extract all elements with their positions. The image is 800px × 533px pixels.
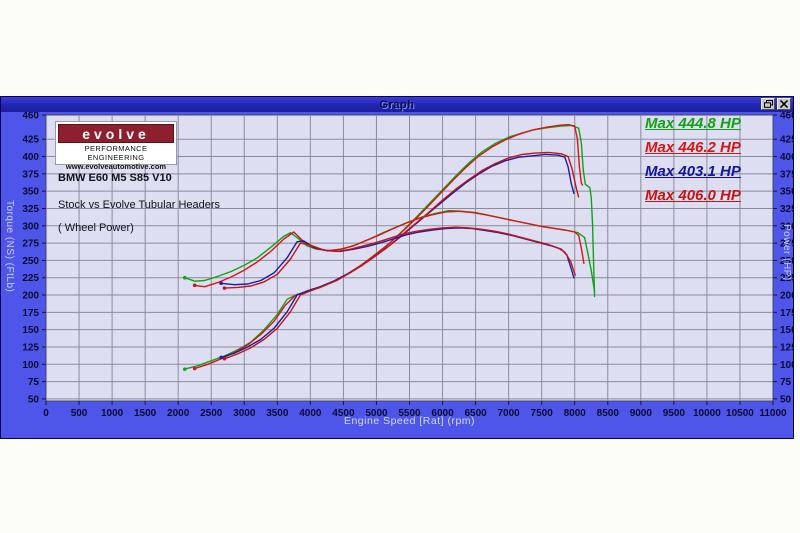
window-title: Graph <box>379 98 415 111</box>
svg-text:75: 75 <box>780 377 792 388</box>
svg-text:10500: 10500 <box>726 408 754 419</box>
svg-text:8500: 8500 <box>597 408 620 419</box>
svg-text:175: 175 <box>22 308 39 319</box>
svg-text:400: 400 <box>22 152 39 163</box>
svg-text:225: 225 <box>780 273 793 284</box>
svg-text:125: 125 <box>780 342 793 353</box>
axis-title-torque: Torque (NS) (FtLb) <box>4 200 15 293</box>
svg-text:75: 75 <box>28 377 40 388</box>
svg-text:4500: 4500 <box>332 408 355 419</box>
legend: Max 444.8 HP Max 446.2 HP Max 403.1 HP M… <box>645 115 741 211</box>
logo-box: evolve PERFORMANCE ENGINEERING www.evolv… <box>55 121 177 171</box>
svg-text:6500: 6500 <box>464 408 487 419</box>
svg-text:50: 50 <box>28 394 40 405</box>
svg-text:1500: 1500 <box>134 408 157 419</box>
svg-text:275: 275 <box>780 239 793 250</box>
restore-icon <box>763 100 773 108</box>
svg-text:4000: 4000 <box>299 408 322 419</box>
svg-text:175: 175 <box>780 308 793 319</box>
svg-text:0: 0 <box>43 408 49 419</box>
legend-item-max-hp-4: Max 406.0 HP <box>645 187 741 204</box>
axis-title-power: Power (HP) <box>781 224 792 281</box>
svg-text:250: 250 <box>780 256 793 267</box>
svg-text:350: 350 <box>780 187 793 198</box>
logo-brand: evolve <box>58 124 174 143</box>
dyno-plot: 0 500 1000 1500 2000 2500 3000 3500 4000 4500 5000… <box>22 112 793 419</box>
close-button[interactable] <box>777 98 791 110</box>
restore-button[interactable] <box>761 98 775 110</box>
svg-text:6000: 6000 <box>431 408 454 419</box>
svg-text:10000: 10000 <box>693 408 721 419</box>
logo-url: www.evolveautomotive.com <box>65 162 167 171</box>
svg-text:9500: 9500 <box>663 408 686 419</box>
measurement-note: ( Wheel Power) <box>58 222 134 234</box>
svg-text:250: 250 <box>22 256 39 267</box>
svg-text:5000: 5000 <box>365 408 388 419</box>
svg-text:325: 325 <box>22 204 39 215</box>
logo-tagline: PERFORMANCE ENGINEERING <box>84 144 148 162</box>
vehicle-title: BMW E60 M5 S85 V10 <box>58 172 172 184</box>
svg-text:460: 460 <box>780 112 793 122</box>
graph-window: Graph 0 500 1000 1500 2000 2500 3000 3500 4000 45… <box>0 96 794 439</box>
svg-text:300: 300 <box>780 221 793 232</box>
titlebar: Graph <box>1 97 793 112</box>
svg-text:8000: 8000 <box>564 408 587 419</box>
svg-text:2500: 2500 <box>200 408 223 419</box>
svg-text:425: 425 <box>780 135 793 146</box>
svg-text:9000: 9000 <box>630 408 653 419</box>
run-description: Stock vs Evolve Tubular Headers <box>58 199 221 211</box>
close-icon <box>780 100 788 108</box>
svg-text:7000: 7000 <box>498 408 521 419</box>
svg-text:150: 150 <box>22 325 39 336</box>
svg-text:200: 200 <box>22 291 39 302</box>
svg-text:460: 460 <box>22 112 39 122</box>
svg-text:1000: 1000 <box>101 408 124 419</box>
svg-text:100: 100 <box>22 360 39 371</box>
legend-item-max-hp-3: Max 403.1 HP <box>645 163 741 180</box>
svg-text:3000: 3000 <box>233 408 256 419</box>
svg-text:150: 150 <box>780 325 793 336</box>
svg-text:400: 400 <box>780 152 793 163</box>
svg-text:500: 500 <box>71 408 88 419</box>
svg-text:425: 425 <box>22 135 39 146</box>
svg-text:11000: 11000 <box>759 408 787 419</box>
legend-item-max-hp-1: Max 444.8 HP <box>645 115 741 132</box>
svg-text:5500: 5500 <box>398 408 421 419</box>
svg-text:300: 300 <box>22 221 39 232</box>
svg-text:50: 50 <box>780 394 792 405</box>
axis-title-rpm: Engine Speed [Rat] (rpm) <box>343 415 476 427</box>
legend-item-max-hp-2: Max 446.2 HP <box>645 139 741 156</box>
chart-area: 0 500 1000 1500 2000 2500 3000 3500 4000 4500 5000… <box>1 112 793 438</box>
svg-text:375: 375 <box>780 169 793 180</box>
svg-text:225: 225 <box>22 273 39 284</box>
svg-text:350: 350 <box>22 187 39 198</box>
svg-text:100: 100 <box>780 360 793 371</box>
svg-text:275: 275 <box>22 239 39 250</box>
svg-text:125: 125 <box>22 342 39 353</box>
svg-text:2000: 2000 <box>167 408 190 419</box>
titlebar-buttons <box>761 98 791 110</box>
svg-text:3500: 3500 <box>266 408 289 419</box>
svg-text:7500: 7500 <box>531 408 554 419</box>
svg-text:200: 200 <box>780 291 793 302</box>
svg-text:325: 325 <box>780 204 793 215</box>
svg-text:375: 375 <box>22 169 39 180</box>
